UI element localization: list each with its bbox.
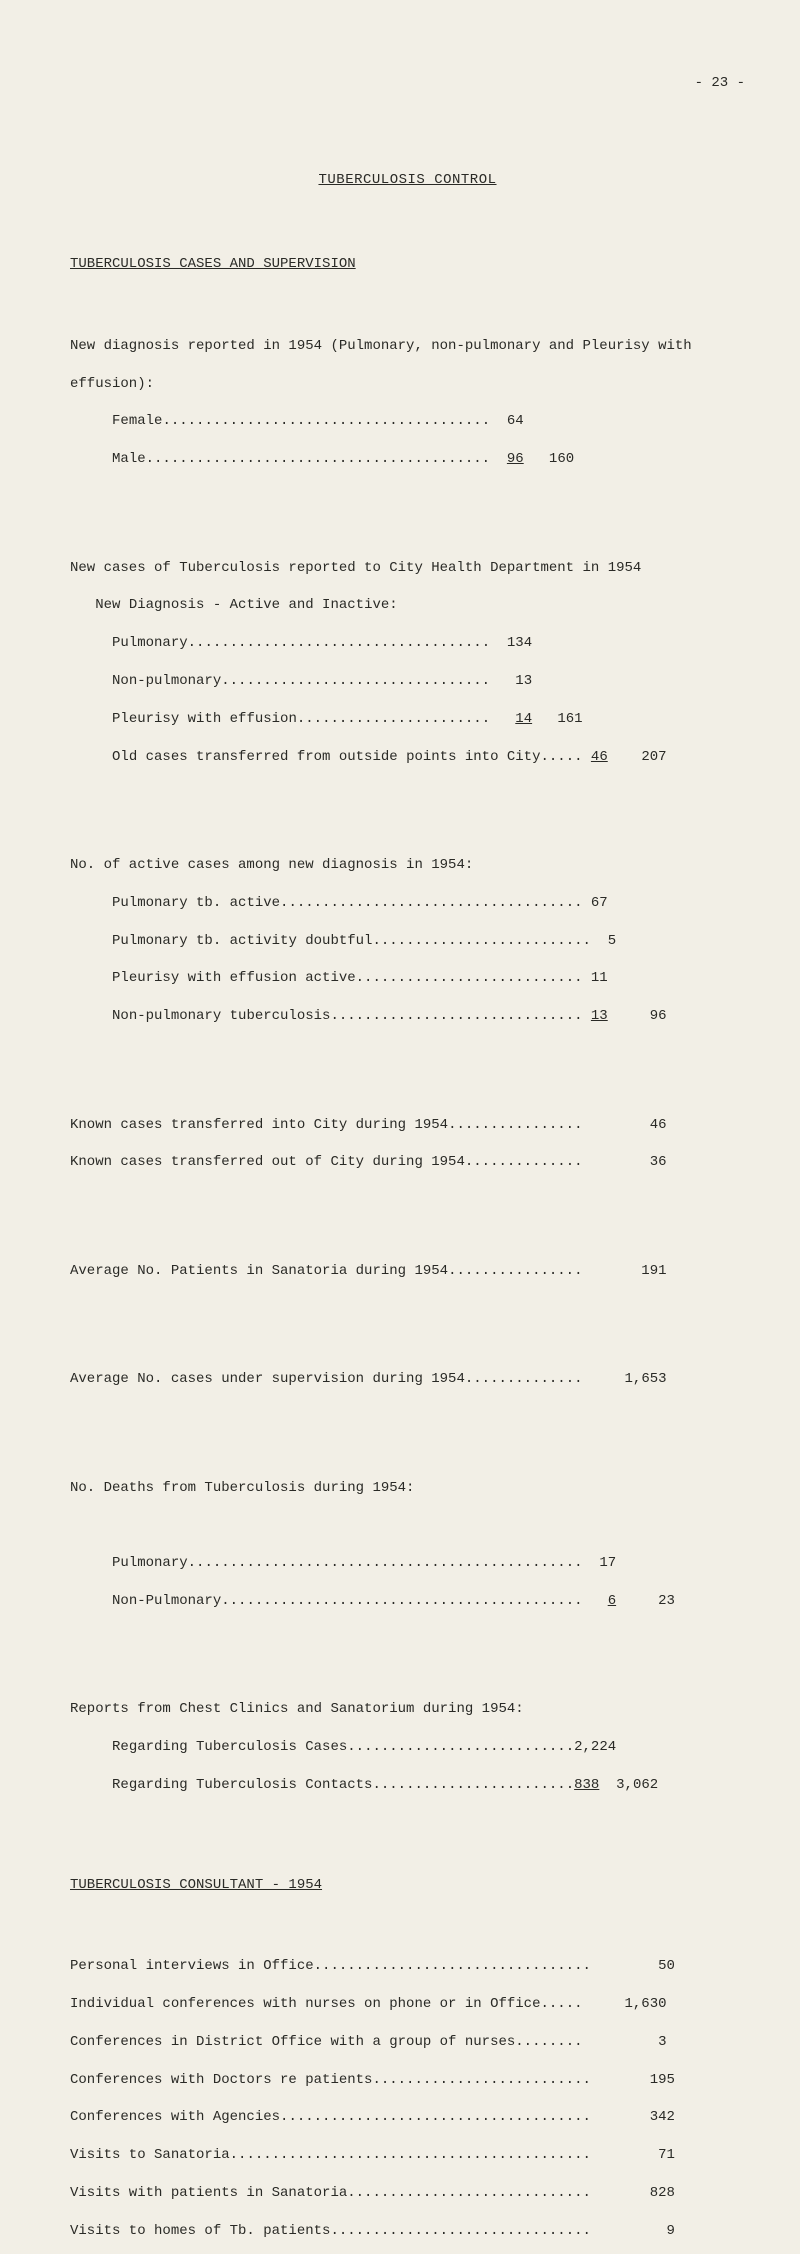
block-new-cases: New cases of Tuberculosis reported to Ci… bbox=[70, 540, 745, 786]
block-known-transfer: Known cases transferred into City during… bbox=[70, 1097, 745, 1191]
row: Non-Pulmonary...........................… bbox=[70, 1592, 745, 1611]
row: Personal interviews in Office...........… bbox=[70, 1957, 745, 1976]
block-new-diagnosis: New diagnosis reported in 1954 (Pulmonar… bbox=[70, 318, 745, 488]
text: effusion): bbox=[70, 375, 745, 394]
row: Known cases transferred into City during… bbox=[70, 1116, 745, 1135]
block-reports: Reports from Chest Clinics and Sanatoriu… bbox=[70, 1682, 745, 1814]
text: New diagnosis reported in 1954 (Pulmonar… bbox=[70, 337, 745, 356]
title: TUBERCULOSIS CONTROL bbox=[70, 171, 745, 190]
row: Conferences in District Office with a gr… bbox=[70, 2033, 745, 2052]
page-number: - 23 - bbox=[70, 74, 745, 93]
row-nonpulmonary: Non-pulmonary...........................… bbox=[70, 672, 745, 691]
row: Pulmonary tb. activity doubtful.........… bbox=[70, 932, 745, 951]
row: Pulmonary tb. active....................… bbox=[70, 894, 745, 913]
text: No. of active cases among new diagnosis … bbox=[70, 856, 745, 875]
row: Regarding Tuberculosis Cases............… bbox=[70, 1738, 745, 1757]
text: New cases of Tuberculosis reported to Ci… bbox=[70, 559, 745, 578]
text: Reports from Chest Clinics and Sanatoriu… bbox=[70, 1700, 745, 1719]
row: Visits to Sanatoria.....................… bbox=[70, 2146, 745, 2165]
row: Individual conferences with nurses on ph… bbox=[70, 1995, 745, 2014]
row: Pleurisy with effusion active...........… bbox=[70, 969, 745, 988]
row: Conferences with Agencies...............… bbox=[70, 2108, 745, 2127]
block-deaths: No. Deaths from Tuberculosis during 1954… bbox=[70, 1460, 745, 1630]
row: Average No. Patients in Sanatoria during… bbox=[70, 1262, 745, 1281]
row-old-cases: Old cases transferred from outside point… bbox=[70, 748, 745, 767]
row-pulmonary: Pulmonary...............................… bbox=[70, 634, 745, 653]
row: Visits to homes of Tb. patients.........… bbox=[70, 2222, 745, 2241]
row: Visits with patients in Sanatoria.......… bbox=[70, 2184, 745, 2203]
row: Conferences with Doctors re patients....… bbox=[70, 2071, 745, 2090]
row-female: Female..................................… bbox=[70, 412, 745, 431]
text: No. Deaths from Tuberculosis during 1954… bbox=[70, 1479, 745, 1498]
block-active-cases: No. of active cases among new diagnosis … bbox=[70, 837, 745, 1045]
row: Known cases transferred out of City duri… bbox=[70, 1153, 745, 1172]
row: Regarding Tuberculosis Contacts.........… bbox=[70, 1776, 745, 1795]
section-consultant: TUBERCULOSIS CONSULTANT - 1954 bbox=[70, 1876, 745, 1895]
row: Non-pulmonary tuberculosis..............… bbox=[70, 1007, 745, 1026]
section-cases-supervision: TUBERCULOSIS CASES AND SUPERVISION bbox=[70, 255, 745, 274]
row-pleurisy: Pleurisy with effusion..................… bbox=[70, 710, 745, 729]
block-avg-supervision: Average No. cases under supervision duri… bbox=[70, 1351, 745, 1408]
row-male: Male....................................… bbox=[70, 450, 745, 469]
block-avg-sanatoria: Average No. Patients in Sanatoria during… bbox=[70, 1243, 745, 1300]
row: Average No. cases under supervision duri… bbox=[70, 1370, 745, 1389]
page: - 23 - TUBERCULOSIS CONTROL TUBERCULOSIS… bbox=[0, 0, 800, 2254]
row: Pulmonary...............................… bbox=[70, 1554, 745, 1573]
block-consultant: Personal interviews in Office...........… bbox=[70, 1938, 745, 2254]
text: New Diagnosis - Active and Inactive: bbox=[70, 596, 745, 615]
